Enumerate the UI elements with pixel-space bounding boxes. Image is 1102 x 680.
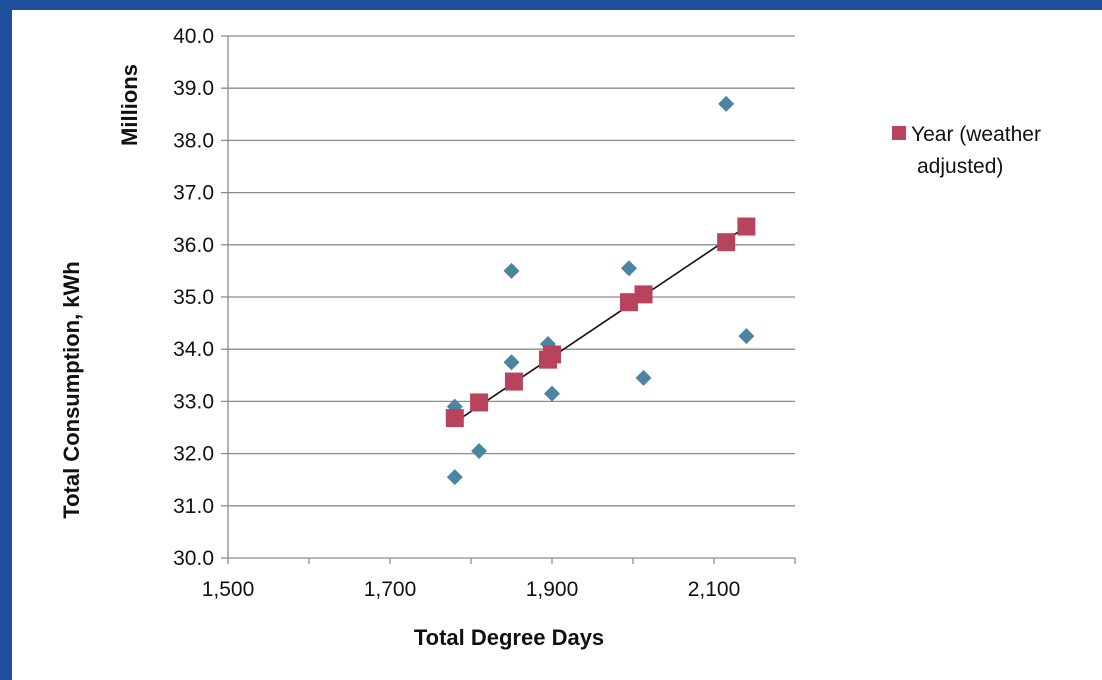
legend-label-line1: Year (weather [911, 123, 1041, 146]
y-tick-label: 30.0 [173, 547, 214, 570]
y-tick-label: 34.0 [173, 338, 214, 361]
y-tick-labels: 30.0 31.0 32.0 33.0 34.0 35.0 36.0 37.0 38.0 39.0… [173, 25, 214, 570]
square-point [619, 293, 638, 312]
x-tick-label: 2,100 [688, 578, 741, 601]
y-tick-label: 36.0 [173, 234, 214, 257]
trendline [454, 225, 747, 423]
x-tick-labels: 1,500 1,700 1,900 2,100 [202, 578, 741, 601]
y-tick-label: 37.0 [173, 182, 214, 205]
scatter-chart: 30.0 31.0 32.0 33.0 34.0 35.0 36.0 37.0 38.0 39.0… [59, 25, 1041, 650]
square-point [470, 393, 489, 412]
diamond-point [544, 385, 560, 402]
square-point [717, 233, 736, 252]
y-tick-label: 38.0 [173, 129, 214, 152]
data-points [445, 95, 756, 486]
diamond-point [738, 328, 755, 345]
square-point [634, 285, 653, 304]
legend: Year (weather adjusted) [892, 123, 1041, 178]
y-tick-label: 33.0 [173, 390, 214, 413]
x-axis-title: Total Degree Days [414, 625, 604, 650]
x-tick-label: 1,500 [202, 578, 255, 601]
axes [221, 35, 796, 564]
chart-frame: 30.0 31.0 32.0 33.0 34.0 35.0 36.0 37.0 38.0 39.0… [12, 10, 1102, 680]
diamond-point [620, 260, 637, 277]
gridlines [228, 35, 795, 507]
y-tick-label: 40.0 [173, 25, 214, 48]
legend-label-line2: adjusted) [917, 155, 1003, 178]
diamond-point [718, 95, 735, 112]
diamond-point [635, 369, 652, 386]
x-tick-label: 1,900 [526, 578, 579, 601]
diamond-point [446, 469, 463, 486]
square-point [445, 409, 464, 428]
y-axis-unit-label: Millions [117, 64, 142, 146]
diamond-point [471, 442, 488, 459]
x-tick-label: 1,700 [364, 578, 417, 601]
diamond-point [503, 354, 520, 371]
diamond-point [503, 262, 520, 279]
y-tick-label: 32.0 [173, 443, 214, 466]
y-tick-label: 31.0 [173, 495, 214, 518]
y-tick-label: 39.0 [173, 77, 214, 100]
square-point [504, 372, 523, 391]
square-point [543, 345, 561, 364]
legend-marker-square [892, 126, 906, 140]
trendline-group [454, 225, 747, 423]
y-axis-title: Total Consumption, kWh [59, 261, 84, 518]
y-tick-label: 35.0 [173, 286, 214, 309]
square-point [737, 217, 756, 236]
